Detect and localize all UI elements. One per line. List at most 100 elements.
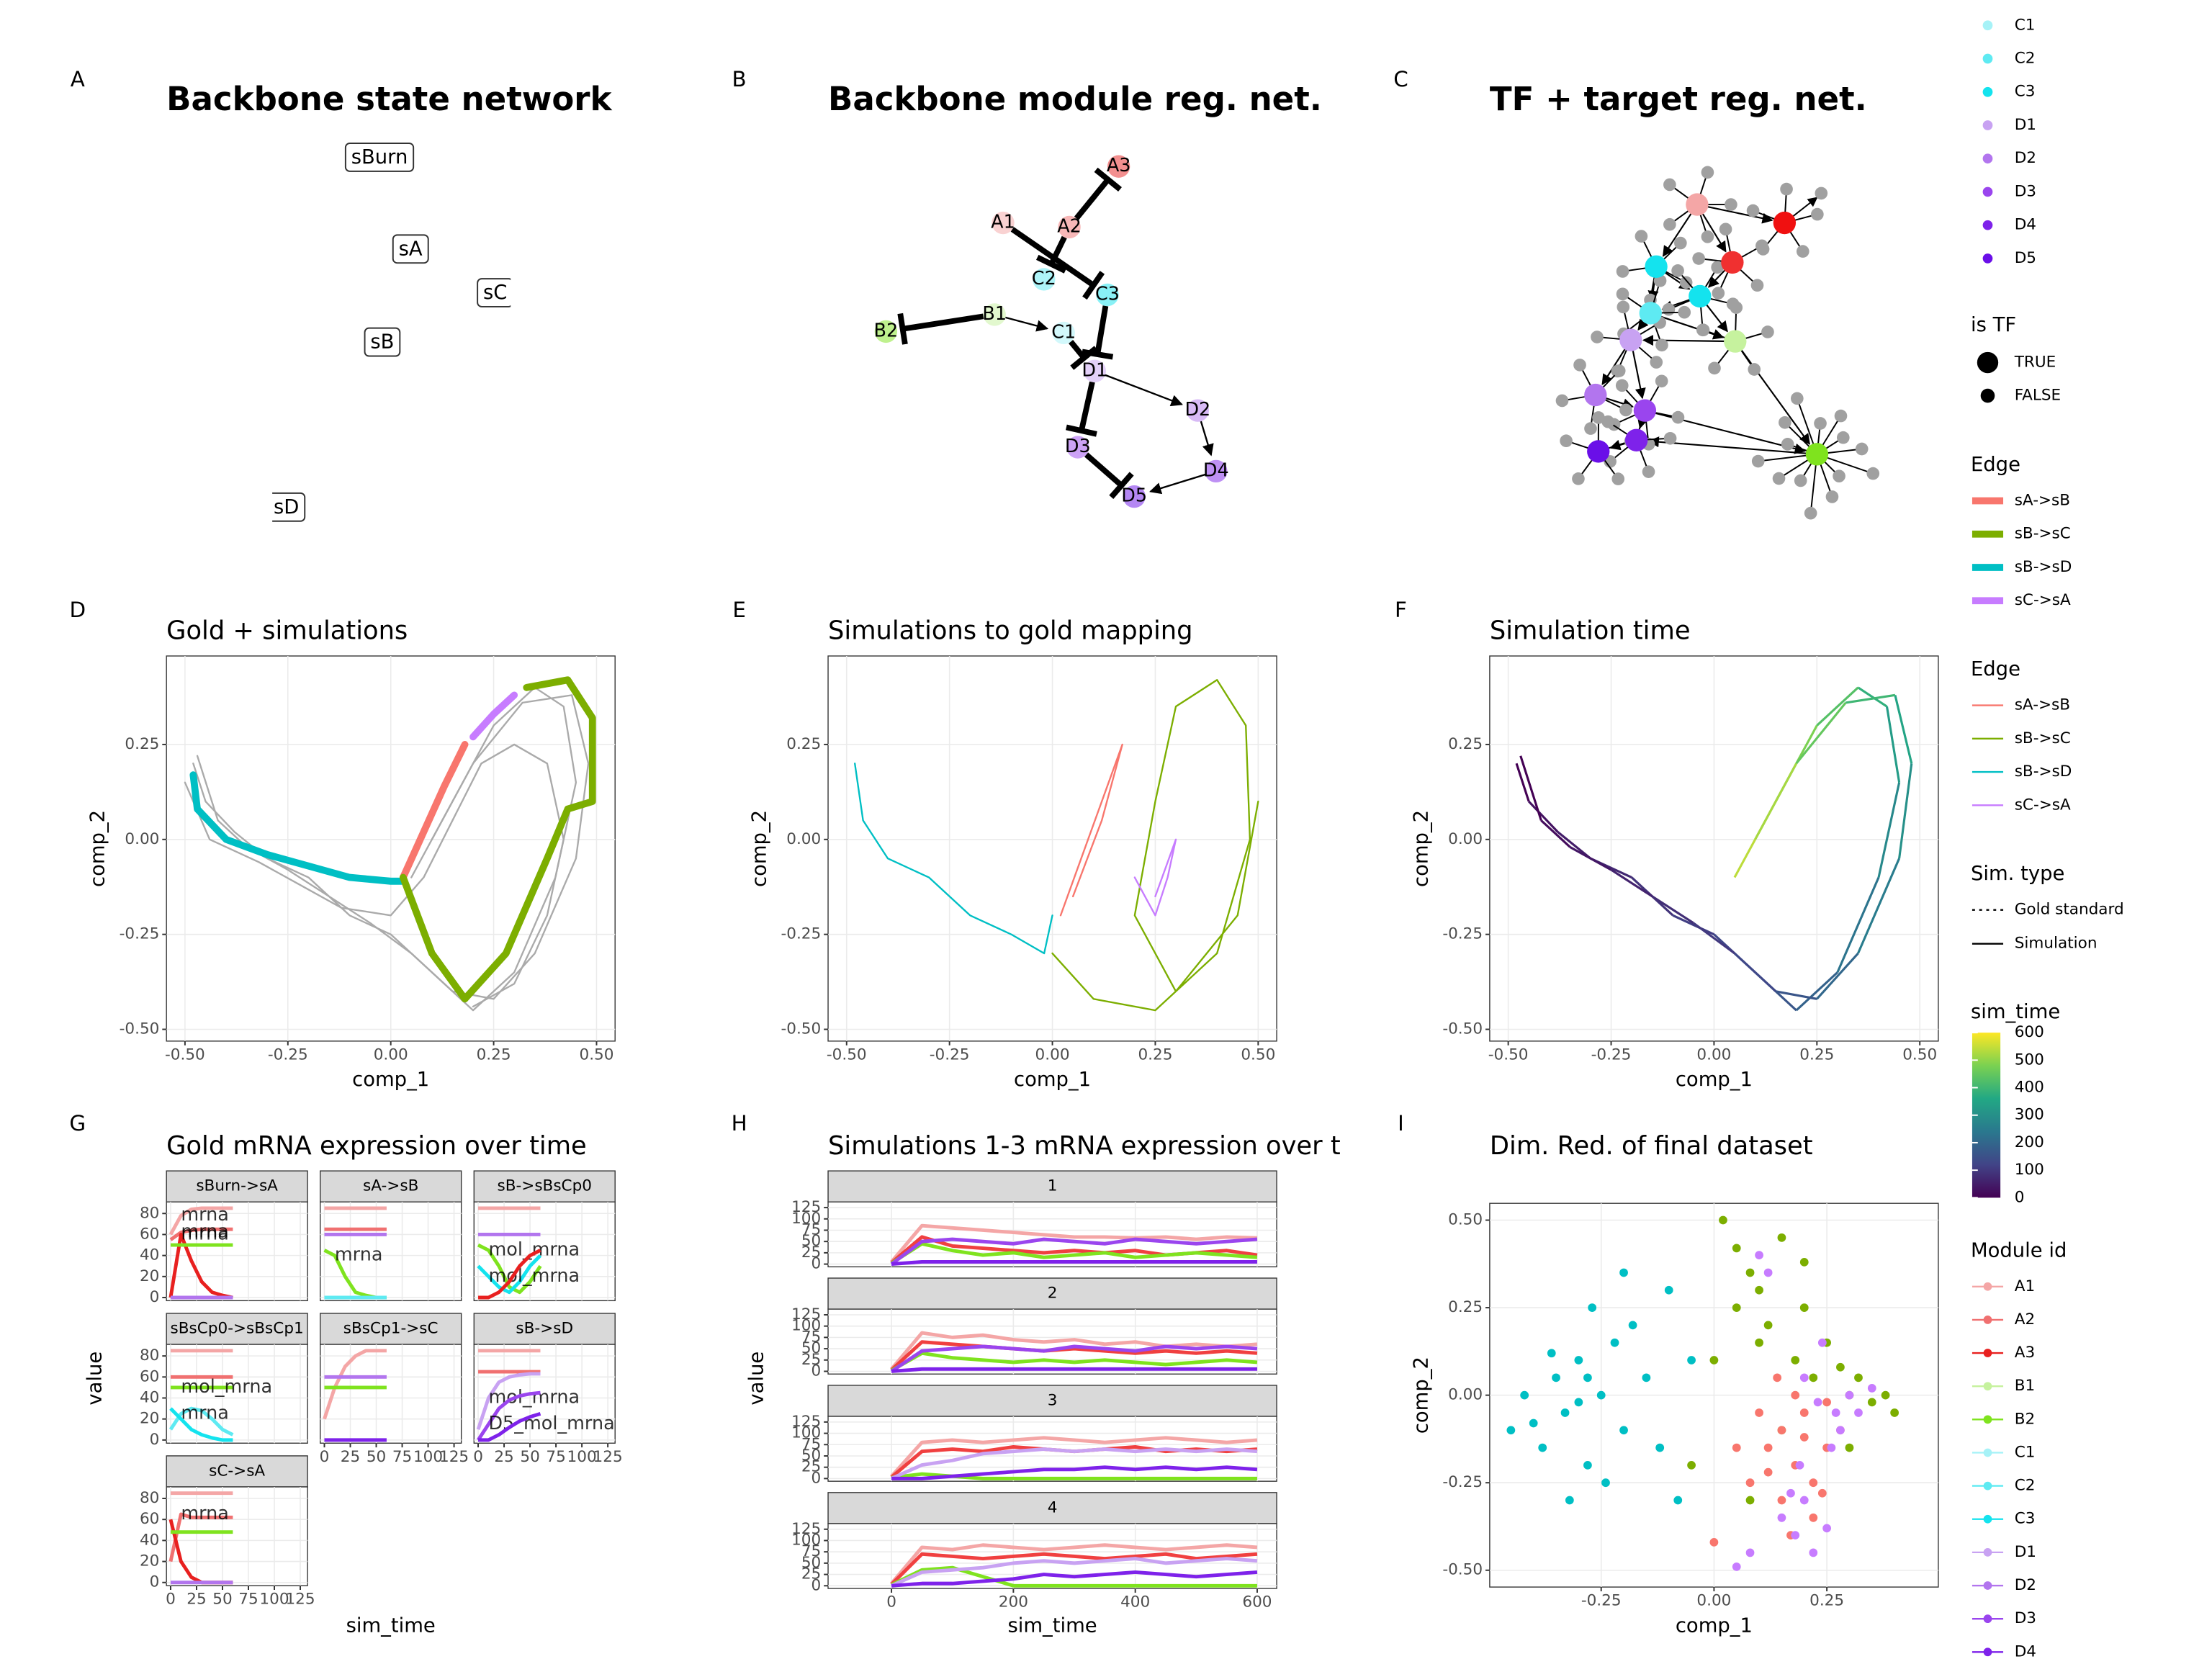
point [1719,1215,1727,1225]
x-tick-label: 0 [886,1593,896,1611]
legend-key [1982,53,1993,64]
edge-bar [1109,472,1134,499]
legend-title: Edge [1971,454,2020,476]
target-node [1746,204,1760,217]
series-label: mol_mrna [488,1238,580,1260]
target-node [1814,417,1827,430]
legend-label: B2 [2015,1410,2036,1428]
trajectory-segment [1816,686,1859,727]
x-tick-label: -0.25 [930,1046,970,1064]
point [1588,1303,1597,1312]
strip [827,1170,1277,1202]
y-tick-label: -0.25 [1442,925,1483,943]
target-node [1616,287,1629,301]
strip-label: 4 [1048,1498,1058,1516]
x-tick-label: 0 [473,1448,483,1466]
point [1836,1362,1845,1372]
simulation-path [1051,679,1259,1012]
node-label: D3 [1065,436,1091,457]
legend-key [1983,1282,1992,1291]
y-tick-label: 75 [801,1435,821,1453]
trajectory-segment [1795,971,1838,1012]
node-label: C1 [1051,321,1076,343]
strip [827,1492,1277,1524]
edge [1105,374,1183,407]
target-node [1679,276,1693,289]
tf-node [1624,428,1648,451]
y-tick-label: 75 [801,1542,821,1560]
series-label: mrna [181,1223,229,1244]
node-label: B1 [982,303,1007,325]
x-tick-label: 0 [166,1591,176,1609]
x-tick-label: 100 [413,1448,443,1466]
point [1673,1496,1683,1505]
y-tick-label: 80 [140,1346,159,1364]
strip-label: sA->sB [363,1177,418,1195]
expression-line [890,1351,1258,1372]
edge [1084,452,1124,488]
trajectory-segment [1651,895,1694,925]
trajectory-segment [1540,819,1571,848]
target-node [1834,409,1848,423]
target-node [1671,264,1684,277]
y-tick-label: 0 [811,1362,822,1380]
y-tick-label: 0.25 [786,735,821,753]
strip [166,1170,308,1202]
y-tick-label: 100 [791,1317,821,1335]
legend-key [1983,1448,1992,1457]
panel-tag: G [69,1111,86,1136]
node-label: D1 [1082,359,1107,381]
legend-label: D3 [2015,1609,2036,1627]
colorbar-label: 300 [2015,1106,2044,1124]
panel [166,1201,308,1302]
legend-label: C1 [2015,1443,2036,1461]
strip [827,1277,1277,1310]
node [1107,155,1130,178]
gold-path [189,771,407,885]
plot-area [890,1223,1258,1267]
expression-line [476,1372,541,1431]
point [1583,1460,1592,1470]
node [1186,399,1210,422]
simulation-path [1059,743,1123,917]
x-axis-title: comp_1 [1014,1069,1091,1091]
node-label: A2 [1057,215,1082,237]
target-node [1619,403,1632,417]
target-node [1751,454,1765,468]
y-tick-label: 80 [140,1489,159,1507]
point [1831,1408,1840,1417]
target-node [1584,422,1597,435]
point [1773,1373,1782,1382]
legend-key [1983,1514,1992,1524]
node-label: C3 [1095,283,1120,305]
y-tick-label: 0.25 [1448,1298,1483,1316]
y-tick-label: -0.25 [1442,1473,1483,1491]
legend-key [1982,86,1993,97]
x-tick-label: 50 [367,1448,386,1466]
x-tick-label: 100 [259,1591,289,1609]
legend-key [1983,1548,1992,1557]
legend-title: sim_time [1971,1001,2060,1023]
point [1745,1496,1755,1505]
target-node [1592,411,1605,424]
point [1642,1373,1651,1382]
legend-key [1982,120,1993,130]
plot-area [854,679,1259,1012]
tf-node [1773,211,1797,235]
expression-line [890,1340,1258,1372]
point [1763,1321,1773,1330]
plot-area: mrna [323,1206,387,1300]
y-tick-label: 50 [801,1232,821,1250]
y-tick-label: 20 [140,1267,159,1285]
trajectory-segment [1857,686,1888,708]
point [1799,1496,1809,1505]
target-node [1780,182,1793,196]
x-axis-title: sim_time [1007,1614,1097,1637]
panel-title: Simulation time [1490,616,1691,646]
target-node [1779,415,1791,429]
y-tick-label: 60 [140,1367,159,1385]
point [1745,1548,1755,1557]
target-node [1855,442,1869,456]
y-tick-label: 20 [140,1410,159,1428]
